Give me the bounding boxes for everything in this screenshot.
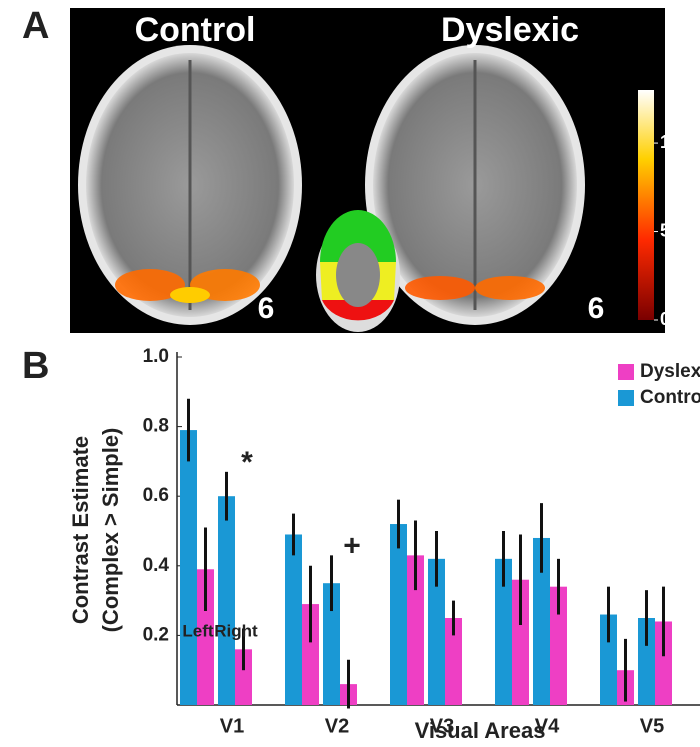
x-axis-label: Visual Areas bbox=[415, 718, 546, 743]
hemisphere-label: Left bbox=[182, 621, 214, 640]
image-title: Control bbox=[135, 11, 256, 49]
x-tick-label: V3 bbox=[430, 715, 454, 737]
annotation: + bbox=[343, 529, 361, 562]
hemisphere-label: Right bbox=[214, 621, 258, 640]
legend-label: Control bbox=[640, 387, 700, 408]
bar bbox=[655, 621, 672, 705]
y-axis-label: (Complex > Simple) bbox=[98, 428, 123, 633]
bar bbox=[638, 618, 655, 705]
x-tick-label: V1 bbox=[220, 715, 244, 737]
colorbar-tick-label: 10 bbox=[660, 132, 680, 152]
x-tick-label: V5 bbox=[640, 715, 664, 737]
panel-label: B bbox=[22, 345, 49, 387]
bar bbox=[235, 649, 252, 705]
colorbar-tick-label: 0 bbox=[660, 309, 670, 329]
y-tick-label: 0.2 bbox=[143, 624, 169, 645]
bar bbox=[285, 534, 302, 705]
annotation: * bbox=[241, 446, 253, 479]
bar bbox=[428, 558, 445, 705]
bar bbox=[445, 618, 462, 705]
y-tick-label: 0.8 bbox=[143, 416, 169, 437]
roi-brain bbox=[316, 210, 400, 332]
y-axis-label: Contrast Estimate bbox=[68, 436, 93, 624]
bar bbox=[512, 579, 529, 705]
bar bbox=[180, 430, 197, 705]
x-tick-label: V2 bbox=[325, 715, 349, 737]
colorbar bbox=[638, 90, 654, 320]
legend-swatch bbox=[618, 390, 634, 406]
legend-label: Dyslexic bbox=[640, 361, 700, 382]
bar bbox=[495, 558, 512, 705]
bar bbox=[533, 537, 550, 705]
colorbar-tick-label: 5 bbox=[660, 220, 670, 240]
brain-right bbox=[365, 45, 585, 325]
y-tick-label: 0.4 bbox=[143, 555, 170, 576]
bar bbox=[197, 569, 214, 705]
bar bbox=[390, 524, 407, 705]
brain-left bbox=[78, 45, 302, 325]
bar bbox=[323, 583, 340, 705]
slice-label: 6 bbox=[258, 292, 275, 325]
bar bbox=[302, 604, 319, 705]
bar bbox=[407, 555, 424, 705]
panel-label: A bbox=[22, 5, 49, 47]
x-tick-label: V4 bbox=[535, 715, 560, 737]
image-title: Dyslexic bbox=[441, 11, 579, 49]
legend-swatch bbox=[618, 364, 634, 380]
bar bbox=[550, 586, 567, 705]
slice-label: 6 bbox=[588, 292, 605, 325]
y-tick-label: 1.0 bbox=[143, 346, 169, 367]
y-tick-label: 0.6 bbox=[143, 485, 169, 506]
bar bbox=[600, 614, 617, 705]
bar bbox=[218, 496, 235, 705]
